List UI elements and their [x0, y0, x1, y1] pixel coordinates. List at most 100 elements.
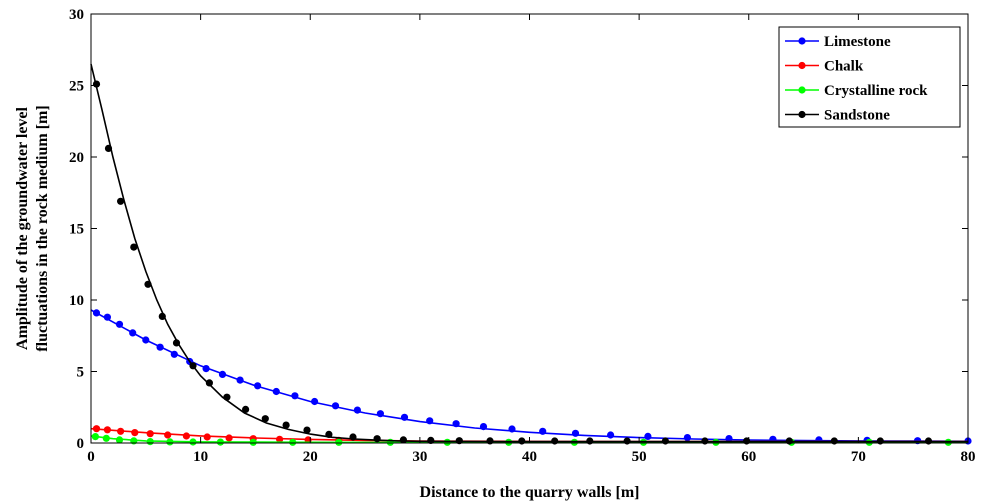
- legend-label: Crystalline rock: [824, 83, 928, 99]
- data-point: [216, 438, 224, 446]
- series-layer: [90, 63, 972, 446]
- y-axis-title-line-2: fluctuations in the rock medium [m]: [34, 105, 51, 351]
- data-point: [205, 379, 213, 387]
- legend-label: Limestone: [824, 34, 891, 50]
- data-point: [146, 438, 154, 446]
- data-point: [311, 397, 319, 406]
- data-point: [166, 438, 174, 446]
- data-point: [508, 425, 516, 433]
- data-point: [331, 402, 340, 410]
- data-point: [130, 243, 138, 251]
- x-tick-label: 50: [632, 449, 647, 465]
- data-point: [830, 437, 838, 445]
- data-point: [254, 382, 262, 390]
- data-point: [92, 425, 101, 433]
- data-point: [223, 393, 231, 401]
- legend-item: Limestone: [785, 34, 891, 50]
- data-point: [142, 336, 150, 344]
- data-point: [876, 437, 884, 445]
- data-point: [104, 144, 113, 152]
- series-line: [90, 63, 968, 443]
- x-tick-label: 70: [851, 449, 866, 465]
- data-point: [144, 280, 152, 288]
- data-point: [146, 430, 154, 438]
- data-point: [725, 435, 733, 443]
- data-point: [249, 438, 257, 446]
- data-point: [376, 410, 384, 418]
- data-point: [349, 433, 357, 441]
- x-tick-label: 10: [193, 449, 208, 465]
- data-point: [623, 437, 631, 445]
- data-point: [335, 438, 343, 446]
- data-point: [156, 343, 164, 351]
- legend: Limestone Chalk Crystalline rock Sandstone: [778, 26, 961, 128]
- legend-swatch-marker: [798, 37, 806, 45]
- data-point: [683, 434, 692, 442]
- data-point: [426, 417, 434, 425]
- data-point: [236, 376, 244, 384]
- data-point: [276, 435, 284, 443]
- data-point: [443, 438, 451, 446]
- data-point: [661, 437, 670, 445]
- data-point: [479, 423, 488, 431]
- data-point: [92, 309, 101, 317]
- x-tick-label: 30: [412, 449, 427, 465]
- data-point: [785, 437, 793, 445]
- data-point: [91, 433, 99, 441]
- data-point: [102, 434, 110, 442]
- x-tick-label: 20: [303, 449, 318, 465]
- data-point: [399, 436, 407, 444]
- data-point: [353, 406, 361, 414]
- data-point: [225, 434, 233, 442]
- legend-swatch-marker: [798, 86, 806, 94]
- data-point: [607, 431, 615, 439]
- data-point: [117, 427, 125, 435]
- legend-item: Sandstone: [785, 108, 890, 124]
- legend-label: Sandstone: [824, 108, 890, 124]
- data-point: [158, 312, 166, 320]
- data-point: [539, 427, 547, 435]
- y-tick-label: 15: [69, 222, 84, 238]
- series-3: [90, 63, 968, 445]
- data-point: [117, 197, 125, 205]
- data-point: [272, 387, 280, 396]
- data-point: [518, 437, 526, 445]
- data-point: [115, 436, 124, 444]
- data-point: [586, 437, 594, 445]
- data-point: [551, 437, 559, 445]
- x-tick-label: 80: [961, 449, 976, 465]
- data-point: [115, 320, 124, 328]
- data-point: [203, 433, 211, 441]
- legend-box: [778, 26, 961, 128]
- data-point: [325, 430, 333, 438]
- data-point: [289, 438, 297, 446]
- data-point: [303, 426, 311, 434]
- ticks-layer: 0 10 20 30 40 50 60 70 80 0 5 10 15 20 25 30: [69, 7, 976, 465]
- data-point: [291, 392, 299, 400]
- data-point: [373, 435, 381, 443]
- y-tick-label: 0: [77, 436, 85, 452]
- data-point: [427, 436, 435, 444]
- x-axis-title: Distance to the quarry walls [m]: [420, 484, 640, 501]
- data-point: [92, 80, 101, 88]
- data-point: [701, 437, 709, 445]
- data-point: [131, 429, 139, 437]
- legend-item: Crystalline rock: [785, 83, 928, 99]
- legend-label: Chalk: [824, 59, 864, 75]
- y-tick-label: 5: [77, 365, 85, 381]
- data-point: [164, 431, 172, 439]
- data-point: [182, 432, 190, 440]
- data-point: [103, 426, 111, 434]
- data-point: [924, 437, 933, 445]
- data-point: [129, 329, 137, 337]
- data-point: [242, 405, 250, 413]
- y-axis-title-line-1: Amplitude of the groundwater level: [14, 106, 31, 350]
- y-tick-label: 30: [69, 7, 84, 23]
- data-point: [571, 429, 580, 437]
- legend-swatch-marker: [798, 110, 806, 119]
- data-point: [103, 313, 111, 321]
- data-point: [452, 420, 460, 428]
- data-point: [218, 370, 227, 378]
- y-tick-label: 10: [69, 293, 84, 309]
